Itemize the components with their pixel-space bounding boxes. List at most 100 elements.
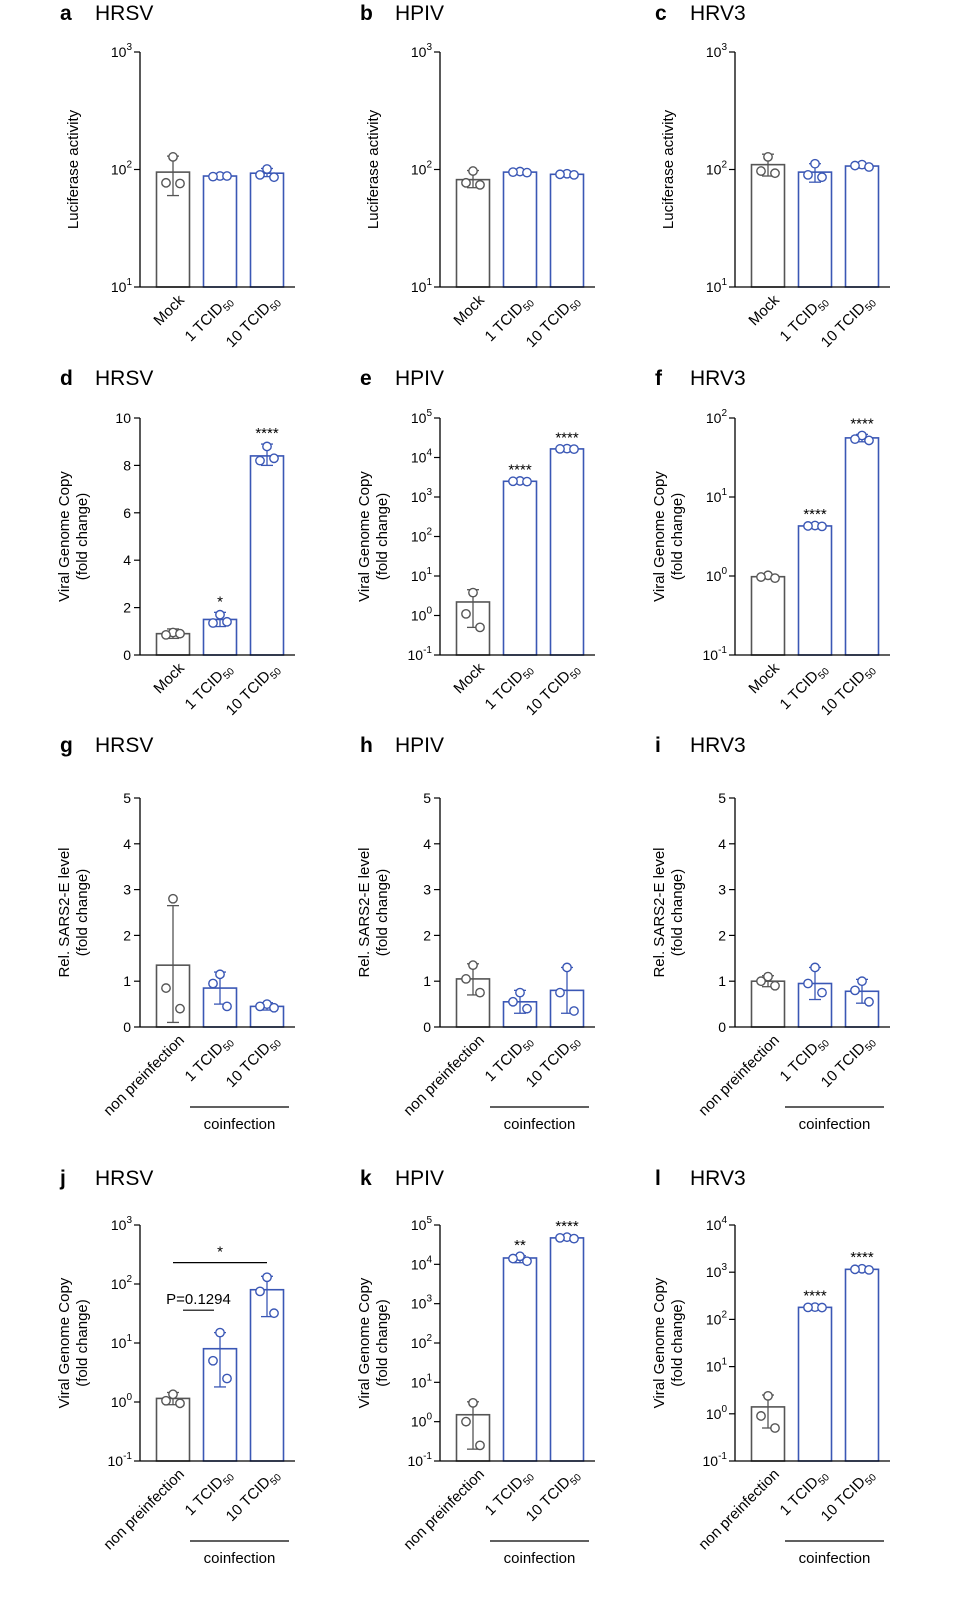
data-point <box>255 455 265 466</box>
bar <box>797 525 833 656</box>
x-tick-main: 1 TCID <box>182 1474 228 1520</box>
data-point <box>215 969 225 980</box>
data-point <box>208 171 218 182</box>
y-tick-label: 102 <box>706 1309 728 1327</box>
data-point <box>817 172 827 183</box>
y-axis-label-line: Rel. SARS2-E level <box>56 847 73 977</box>
data-point <box>817 1302 827 1313</box>
x-tick-text: 10 TCID50 <box>818 1031 880 1093</box>
y-tick-label: 3 <box>423 882 431 898</box>
y-tick-label: 101 <box>706 1357 728 1375</box>
data-point <box>864 435 874 446</box>
x-tick-label: Mock <box>150 659 188 697</box>
data-point <box>817 987 827 998</box>
bar <box>249 172 285 288</box>
data-point <box>269 1002 279 1013</box>
bar <box>750 575 786 656</box>
data-point <box>222 171 232 181</box>
y-tick-label: 102 <box>411 527 433 545</box>
data-point <box>161 983 171 993</box>
comparison-label: P=0.1294 <box>166 1291 231 1308</box>
y-axis-label: Viral Genome Copy (fold change) <box>651 1277 686 1408</box>
x-tick-main: Mock <box>745 291 783 329</box>
data-point <box>508 996 518 1007</box>
data-point <box>555 987 565 998</box>
bar <box>844 165 880 288</box>
panel-title: HRV3 <box>690 367 746 390</box>
y-axis-label: Rel. SARS2-E level (fold change) <box>651 847 686 977</box>
y-axis-label-line: Viral Genome Copy <box>356 1277 373 1408</box>
data-point <box>515 987 525 998</box>
data-point <box>803 521 813 531</box>
data-point <box>770 980 780 991</box>
x-tick-main: non preinfection <box>695 1466 783 1554</box>
x-tick-main: 1 TCID <box>482 1040 528 1086</box>
data-point <box>468 960 478 971</box>
data-point <box>269 453 279 464</box>
data-point <box>475 622 485 633</box>
x-tick-text: non preinfection <box>695 1032 783 1120</box>
data-point <box>522 167 532 178</box>
y-tick-label: 100 <box>706 566 728 584</box>
x-tick-main: Mock <box>745 659 783 697</box>
x-tick-text: 10 TCID50 <box>818 659 880 721</box>
panel-g: g HRSV 0 1 2 3 4 5 Rel. SARS2-E level (fold chang… <box>56 734 295 1133</box>
data-point <box>756 1411 766 1421</box>
x-tick-label: 10 TCID50 <box>523 298 585 351</box>
data-point <box>208 618 218 628</box>
y-axis-label: Viral Genome Copy (fold change) <box>56 471 91 602</box>
data-point <box>508 167 518 178</box>
y-tick-label: 10-1 <box>703 645 728 663</box>
data-point <box>763 1390 773 1401</box>
x-tick-text: Mock <box>450 659 488 697</box>
x-tick-text: non preinfection <box>100 1032 188 1120</box>
x-tick-label: non preinfection <box>100 1032 188 1120</box>
y-axis-label: Luciferase activity <box>65 109 82 229</box>
x-tick-label: 10 TCID50 <box>523 1038 585 1091</box>
panel-letter: f <box>655 367 663 390</box>
data-point <box>468 166 478 176</box>
data-point <box>475 987 485 998</box>
y-tick-label: 101 <box>111 277 133 295</box>
y-axis-label: Luciferase activity <box>365 109 382 229</box>
x-tick-main: 1 TCID <box>182 300 228 346</box>
y-tick-label: 6 <box>123 505 131 521</box>
x-tick-main: Mock <box>450 659 488 697</box>
y-tick-label: 5 <box>718 790 726 806</box>
x-tick-main: 1 TCID <box>182 1040 228 1086</box>
bar <box>502 171 538 288</box>
x-tick-label: 10 TCID50 <box>818 1472 880 1525</box>
x-tick-label: Mock <box>745 659 783 697</box>
y-tick-label: 102 <box>111 1274 133 1292</box>
bar <box>750 980 786 1028</box>
x-tick-text: Mock <box>745 659 783 697</box>
data-point <box>168 893 178 904</box>
y-tick-label: 2 <box>123 600 131 616</box>
data-point <box>803 1302 813 1313</box>
data-point <box>756 166 766 176</box>
y-tick-label: 100 <box>411 606 433 624</box>
panel-letter: l <box>655 1167 661 1190</box>
group-label: coinfection <box>204 1550 276 1567</box>
panel-title: HPIV <box>395 367 444 390</box>
data-point <box>222 1373 232 1384</box>
x-tick-main: non preinfection <box>400 1032 488 1120</box>
data-point <box>569 169 579 180</box>
data-point <box>461 1416 471 1427</box>
y-axis-label-line: Viral Genome Copy <box>56 471 73 602</box>
panel-title: HPIV <box>395 2 444 25</box>
data-point <box>175 628 185 639</box>
panel-letter: e <box>360 367 372 390</box>
data-point <box>803 169 813 180</box>
panel-letter: j <box>59 1167 66 1190</box>
data-point <box>461 608 471 619</box>
x-tick-main: 1 TCID <box>777 1474 823 1520</box>
y-tick-label: 100 <box>706 1404 728 1422</box>
panel-k: k HPIV 10-1 100 101 102 103 104 105 Viral Genome … <box>356 1167 595 1567</box>
y-axis-label-line: Rel. SARS2-E level <box>356 847 373 977</box>
x-tick-main: Mock <box>150 291 188 329</box>
x-tick-label: 10 TCID50 <box>223 1038 285 1091</box>
y-tick-label: 104 <box>411 1254 433 1272</box>
x-tick-label: Mock <box>450 659 488 697</box>
x-tick-label: 10 TCID50 <box>523 1472 585 1525</box>
